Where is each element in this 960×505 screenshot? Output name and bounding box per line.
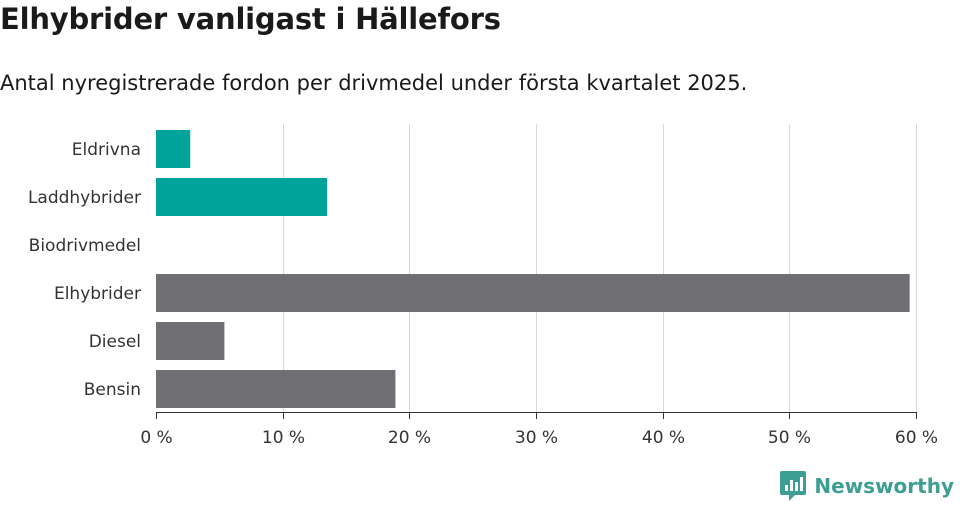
x-tick-label: 10 %	[262, 428, 305, 448]
bar-bensin	[156, 370, 396, 408]
category-label: Biodrivmedel	[29, 236, 141, 256]
category-label: Eldrivna	[72, 140, 141, 160]
x-tick-label: 20 %	[388, 428, 431, 448]
newsworthy-logo-icon	[780, 471, 807, 501]
category-label: Laddhybrider	[28, 188, 141, 208]
bars	[156, 130, 910, 408]
category-labels: Eldrivna Laddhybrider Biodrivmedel Elhybrid…	[28, 140, 141, 400]
brand-logo: Newsworthy	[780, 471, 954, 501]
x-axis: 0 % 10 % 20 % 30 % 40 % 50 % 60 %	[140, 412, 938, 448]
x-tick-label: 0 %	[140, 428, 172, 448]
x-tick-label: 60 %	[895, 428, 938, 448]
bar-diesel	[156, 322, 225, 360]
x-tick-label: 50 %	[768, 428, 811, 448]
bar-eldrivna	[156, 130, 191, 168]
x-tick-label: 30 %	[515, 428, 558, 448]
category-label: Bensin	[84, 380, 141, 400]
chart-title: Elhybrider vanligast i Hällefors	[0, 2, 501, 36]
bar-laddhybrider	[156, 178, 327, 216]
category-label: Elhybrider	[54, 284, 141, 304]
category-label: Diesel	[89, 332, 141, 352]
x-tick-label: 40 %	[642, 428, 685, 448]
grid-lines	[283, 124, 917, 412]
bar-elhybrider	[156, 274, 910, 312]
brand-name: Newsworthy	[814, 474, 954, 498]
chart-subtitle: Antal nyregistrerade fordon per drivmede…	[0, 71, 748, 95]
